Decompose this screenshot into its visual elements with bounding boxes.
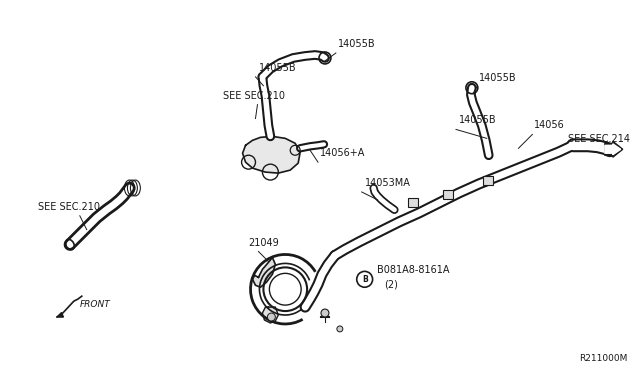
Text: SEE SEC.210: SEE SEC.210 bbox=[38, 202, 100, 212]
FancyArrow shape bbox=[605, 141, 623, 157]
Text: SEE SEC.214: SEE SEC.214 bbox=[568, 134, 630, 144]
Text: 14055B: 14055B bbox=[259, 63, 296, 73]
Circle shape bbox=[321, 309, 329, 317]
FancyArrow shape bbox=[57, 312, 63, 317]
Text: 21049: 21049 bbox=[248, 238, 279, 247]
Text: 14055B: 14055B bbox=[459, 115, 497, 125]
Text: SEE SEC.210: SEE SEC.210 bbox=[223, 91, 285, 101]
Text: 14055B: 14055B bbox=[338, 39, 376, 49]
Text: R211000M: R211000M bbox=[579, 354, 628, 363]
Bar bbox=[443, 190, 453, 199]
Text: 14053MA: 14053MA bbox=[365, 178, 410, 188]
Text: 14056: 14056 bbox=[534, 121, 565, 131]
Text: FRONT: FRONT bbox=[80, 300, 111, 309]
Text: (2): (2) bbox=[385, 279, 398, 289]
Text: 14055B: 14055B bbox=[479, 73, 516, 83]
Text: 14056+A: 14056+A bbox=[320, 148, 365, 158]
Circle shape bbox=[268, 313, 275, 321]
Text: B081A8-8161A: B081A8-8161A bbox=[376, 265, 449, 275]
Polygon shape bbox=[253, 257, 275, 287]
Bar bbox=[483, 176, 493, 185]
Polygon shape bbox=[243, 137, 300, 173]
Polygon shape bbox=[262, 307, 278, 323]
FancyArrow shape bbox=[605, 144, 621, 155]
Circle shape bbox=[337, 326, 343, 332]
Text: B: B bbox=[362, 275, 367, 284]
Bar bbox=[408, 198, 419, 207]
